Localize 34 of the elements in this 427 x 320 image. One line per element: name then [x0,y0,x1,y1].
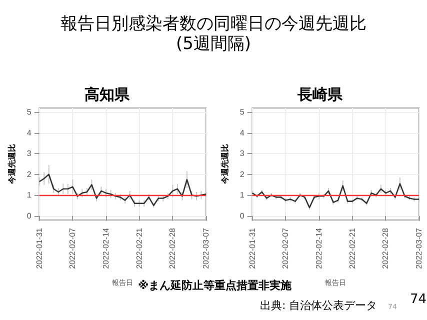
chart-title: 長崎県 [296,86,344,104]
x-tick-label: 2022-01-31 [248,227,257,269]
y-tick-label: 5 [26,108,32,117]
y-tick-label: 1 [26,190,32,200]
y-tick-label: 5 [240,108,245,117]
y-tick-label: 2 [240,170,245,179]
x-tick-label: 2022-02-07 [281,227,290,269]
x-tick-label: 2022-02-14 [102,227,111,269]
y-tick-label: 2 [26,170,32,179]
y-tick-label: 4 [240,128,245,138]
x-tick-label: 2022-03-07 [414,227,424,269]
text: 報告日別感染者数の同曜日の今週先週比 (5週間隔) [60,14,368,55]
x-tick-label: 2022-02-21 [134,227,144,269]
y-tick-label: 3 [26,149,32,158]
source-note: 出典: 自治体公表データ [260,298,378,313]
x-tick-label: 2022-02-28 [168,227,178,269]
text: ※まん延防止等重点措置非実施 [138,278,292,293]
y-axis-title: 今週先週比 [8,144,16,185]
y-tick-label: 0 [26,211,32,220]
chart-title: 高知県 [84,86,130,104]
x-tick-label: 2022-02-07 [68,227,78,269]
y-axis-title: 今週先週比 [220,144,230,185]
y-tick-label: 1 [240,190,245,200]
x-tick-label: 2022-02-21 [348,227,357,269]
line-series [252,183,420,208]
x-tick-label: 2022-01-31 [34,227,44,269]
line-series [38,174,207,206]
text: 74 [410,292,427,307]
x-tick-label: 2022-02-14 [314,227,324,269]
x-tick-label: 2022-03-07 [202,227,210,269]
x-tick-label: 2022-02-28 [381,227,390,269]
y-tick-label: 0 [240,211,245,220]
y-tick-label: 4 [26,128,32,138]
y-tick-label: 3 [240,149,245,158]
